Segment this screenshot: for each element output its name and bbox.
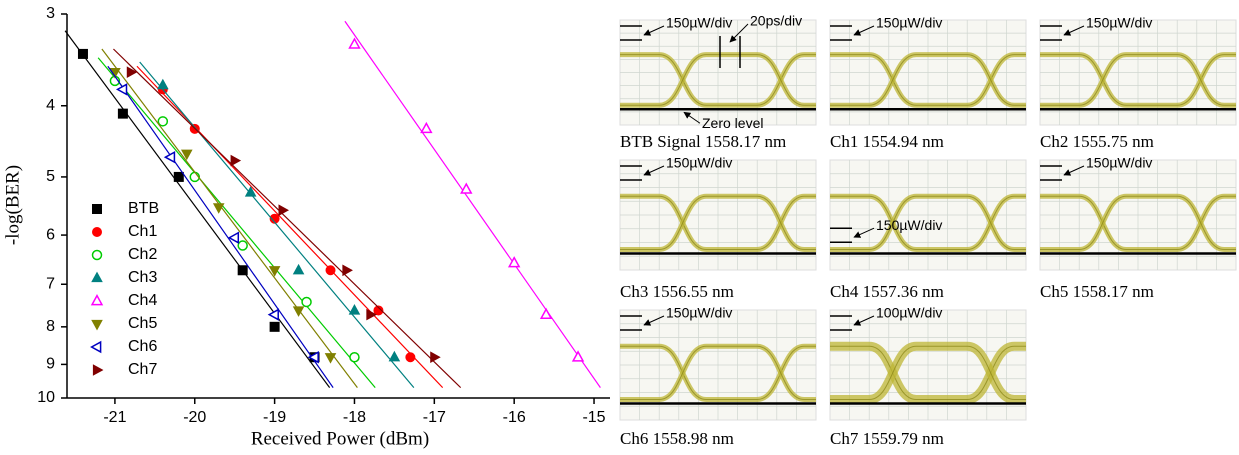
fit-line <box>65 31 330 388</box>
data-point <box>238 266 247 275</box>
data-point <box>246 187 256 196</box>
data-point <box>78 49 87 58</box>
data-point <box>279 205 288 215</box>
y-tick-label: 4 <box>46 97 55 114</box>
scale-label: 150µW/div <box>1086 155 1152 171</box>
y-tick-label: 8 <box>46 318 55 335</box>
legend-label: Ch4 <box>128 292 157 309</box>
legend-marker <box>92 273 102 282</box>
data-point <box>343 265 352 275</box>
scale-label: 100µW/div <box>876 305 942 321</box>
data-point <box>350 353 359 362</box>
data-point <box>158 80 168 89</box>
time-scale-label: 20ps/div <box>750 13 802 29</box>
x-tick-label: -20 <box>183 409 206 426</box>
fit-line <box>345 21 600 387</box>
data-point <box>269 310 278 320</box>
y-tick-label: 3 <box>46 5 55 22</box>
data-point <box>326 354 336 363</box>
legend-marker <box>92 296 102 305</box>
legend-marker <box>93 365 102 375</box>
y-tick-label: 5 <box>46 168 55 185</box>
x-tick-label: -19 <box>263 409 286 426</box>
x-tick-label: -17 <box>423 409 446 426</box>
y-tick-label: 7 <box>46 275 55 292</box>
y-axis-title: -log(BER) <box>2 165 23 245</box>
legend-label: Ch7 <box>128 361 157 378</box>
eye-caption: Ch4 1557.36 nm <box>830 282 944 301</box>
data-point <box>461 184 471 193</box>
legend-label: Ch1 <box>128 223 157 240</box>
scale-label: 150µW/div <box>1086 15 1152 31</box>
eye-caption: Ch7 1559.79 nm <box>830 429 944 448</box>
fit-line <box>113 49 460 388</box>
eye-caption: Ch1 1554.94 nm <box>830 132 944 151</box>
zero-level-label: Zero level <box>702 115 763 131</box>
legend-marker <box>93 205 102 214</box>
fit-line <box>140 62 414 388</box>
x-tick-label: -21 <box>103 409 126 426</box>
y-tick-label: 6 <box>46 226 55 243</box>
legend-label: Ch3 <box>128 269 157 286</box>
legend-label: Ch6 <box>128 338 157 355</box>
scale-label: 150µW/div <box>876 217 942 233</box>
eye-caption: BTB Signal 1558.17 nm <box>620 132 786 151</box>
scale-label: 150µW/div <box>876 15 942 31</box>
data-point <box>294 265 304 274</box>
x-tick-label: -18 <box>343 409 366 426</box>
legend-label: Ch2 <box>128 246 157 263</box>
x-axis-title: Received Power (dBm) <box>251 428 429 449</box>
y-tick-label: 9 <box>46 356 55 373</box>
x-tick-label: -16 <box>503 409 526 426</box>
data-point <box>573 352 583 361</box>
legend-marker <box>92 342 101 352</box>
data-point <box>421 123 431 132</box>
y-tick-label: 10 <box>37 389 55 406</box>
data-point <box>238 241 247 250</box>
data-point <box>174 172 183 181</box>
data-point <box>231 156 240 166</box>
eye-caption: Ch6 1558.98 nm <box>620 429 734 448</box>
scale-label: 150µW/div <box>666 15 732 31</box>
eye-caption: Ch3 1556.55 nm <box>620 282 734 301</box>
eye-caption: Ch2 1555.75 nm <box>1040 132 1154 151</box>
figure: Received Power (dBm) -log(BER) 3 4 5 6 7 8 9 10… <box>0 0 1239 455</box>
data-point <box>326 266 335 275</box>
legend-marker <box>92 320 102 329</box>
legend-label: BTB <box>128 200 159 217</box>
scale-label: 150µW/div <box>666 305 732 321</box>
data-point <box>406 353 415 362</box>
eye-caption: Ch5 1558.17 nm <box>1040 282 1154 301</box>
legend-marker <box>93 228 102 237</box>
legend-marker <box>93 251 102 260</box>
data-point <box>302 297 311 306</box>
x-tick-label: -15 <box>582 409 605 426</box>
data-point <box>127 67 136 77</box>
legend-label: Ch5 <box>128 315 157 332</box>
data-point <box>158 117 167 126</box>
fit-line <box>137 66 443 387</box>
scale-label: 150µW/div <box>666 155 732 171</box>
data-point <box>350 305 360 314</box>
fit-line <box>102 49 357 388</box>
data-point <box>270 322 279 331</box>
data-point <box>431 352 440 362</box>
data-point <box>389 352 399 361</box>
data-point <box>118 109 127 118</box>
